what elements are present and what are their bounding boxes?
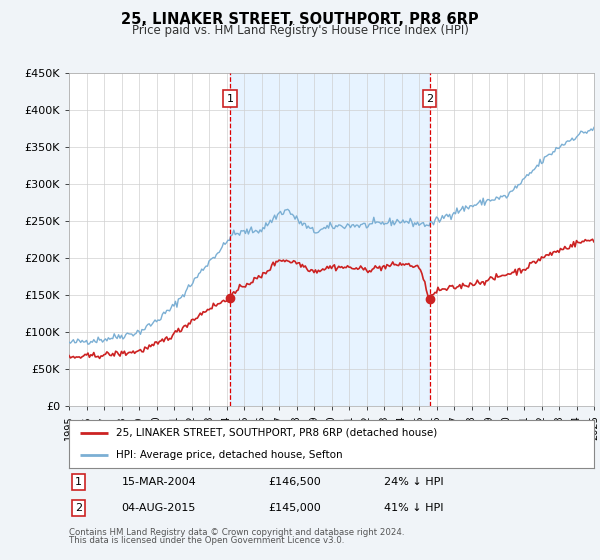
Text: 04-AUG-2015: 04-AUG-2015 [121,503,196,513]
Text: 24% ↓ HPI: 24% ↓ HPI [384,477,443,487]
Text: £146,500: £146,500 [269,477,321,487]
Text: 25, LINAKER STREET, SOUTHPORT, PR8 6RP (detached house): 25, LINAKER STREET, SOUTHPORT, PR8 6RP (… [116,428,437,438]
Text: 15-MAR-2004: 15-MAR-2004 [121,477,196,487]
Text: 25, LINAKER STREET, SOUTHPORT, PR8 6RP: 25, LINAKER STREET, SOUTHPORT, PR8 6RP [121,12,479,27]
Text: 2: 2 [426,94,433,104]
Text: 2: 2 [75,503,82,513]
Text: £145,000: £145,000 [269,503,321,513]
Text: 1: 1 [227,94,233,104]
Bar [230,73,430,406]
Text: This data is licensed under the Open Government Licence v3.0.: This data is licensed under the Open Gov… [69,536,344,545]
Text: Price paid vs. HM Land Registry's House Price Index (HPI): Price paid vs. HM Land Registry's House … [131,24,469,36]
Text: Contains HM Land Registry data © Crown copyright and database right 2024.: Contains HM Land Registry data © Crown c… [69,528,404,536]
Text: 41% ↓ HPI: 41% ↓ HPI [384,503,443,513]
Text: 1: 1 [75,477,82,487]
Text: HPI: Average price, detached house, Sefton: HPI: Average price, detached house, Seft… [116,450,343,460]
